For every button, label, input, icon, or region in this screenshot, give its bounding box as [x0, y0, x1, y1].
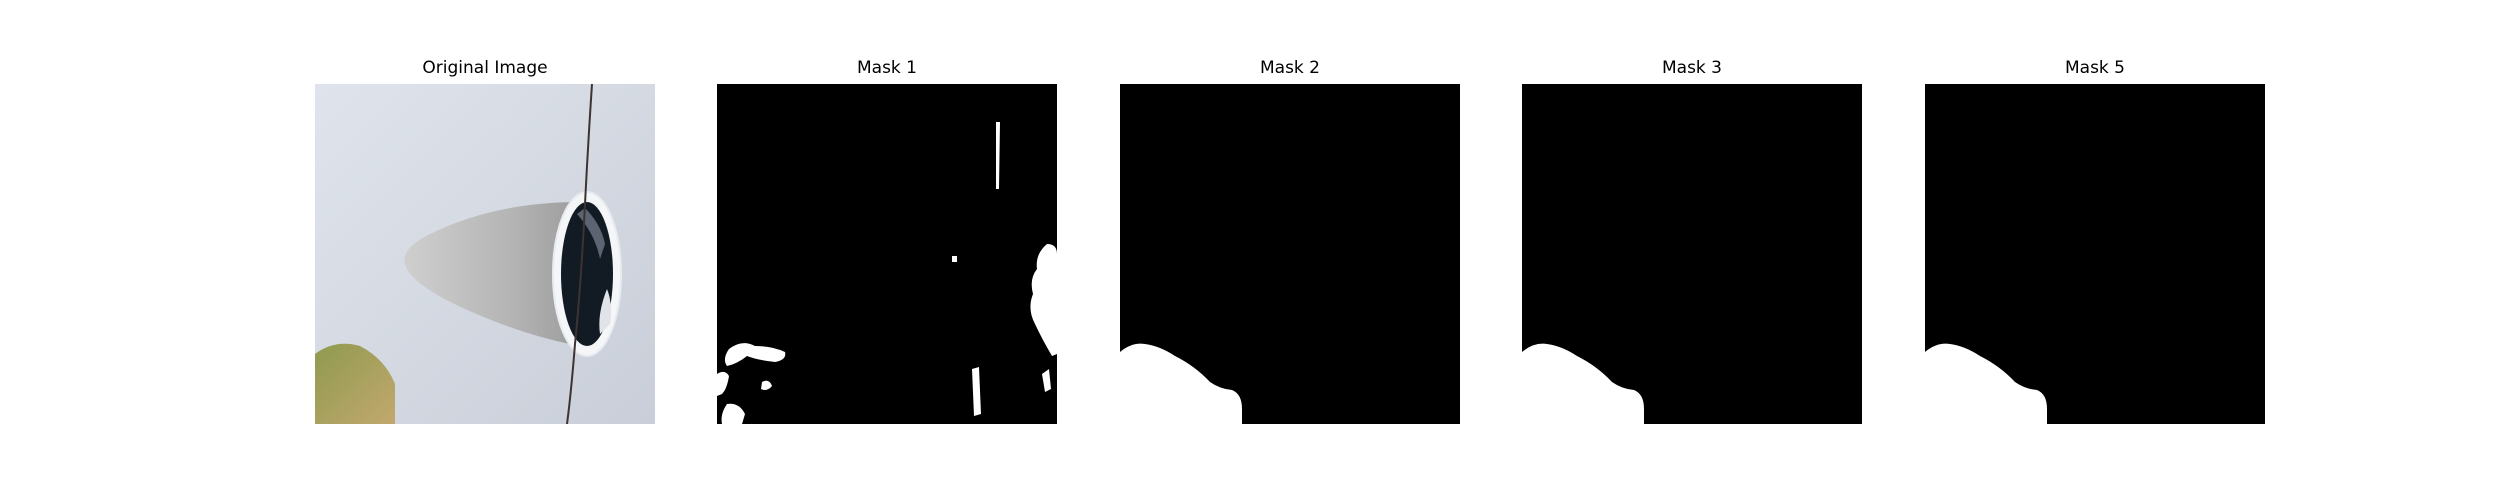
- binary-mask-icon: [1120, 84, 1460, 424]
- panel-title: Mask 1: [856, 58, 917, 78]
- panel-title: Mask 2: [1259, 58, 1320, 78]
- panel-title: Mask 3: [1661, 58, 1722, 78]
- panel-mask-5: Mask 5: [1925, 0, 2265, 500]
- mask-image: [1120, 84, 1460, 424]
- mask-image: [717, 84, 1057, 424]
- panel-mask-1: Mask 1: [717, 0, 1057, 500]
- mask-image: [1522, 84, 1862, 424]
- binary-mask-icon: [1522, 84, 1862, 424]
- original-photo: [315, 84, 655, 424]
- panel-original-image: Original Image: [315, 0, 655, 500]
- binary-mask-icon: [717, 84, 1057, 424]
- panel-title: Original Image: [422, 58, 548, 78]
- panel-mask-3: Mask 3: [1522, 0, 1862, 500]
- photo-image-icon: [315, 84, 655, 424]
- binary-mask-icon: [1925, 84, 2265, 424]
- panel-title: Mask 5: [2064, 58, 2125, 78]
- panel-mask-2: Mask 2: [1120, 0, 1460, 500]
- mask-image: [1925, 84, 2265, 424]
